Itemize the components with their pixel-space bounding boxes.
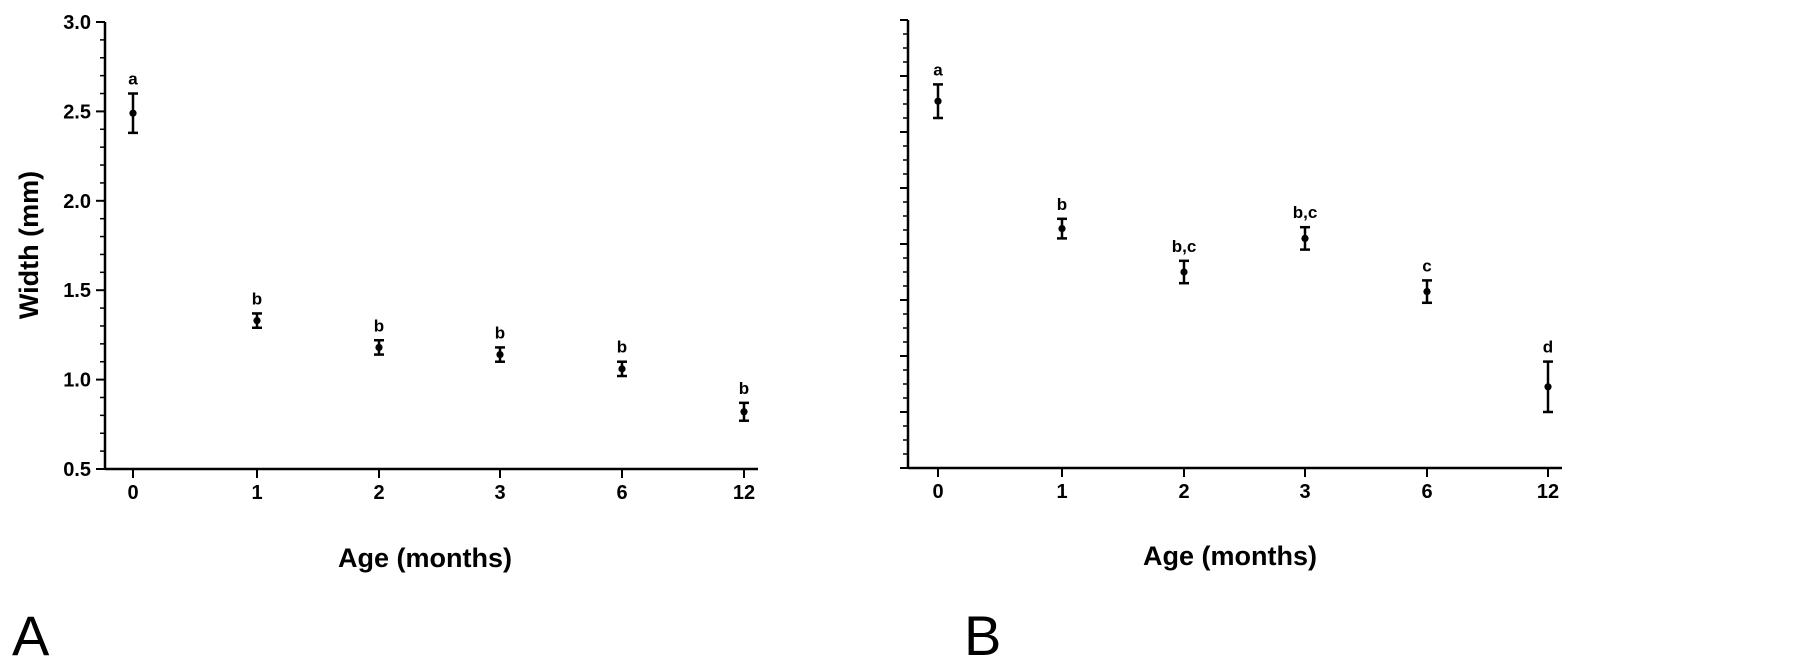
panel-letter-a: A: [12, 604, 50, 667]
x-axis-title: Age (months): [1143, 541, 1317, 571]
panel-a: 0.5 1.0 1.5 2.0 2.5 3.0 0 1 2 3 6 12 a b b b b b Width (mm…: [12, 12, 758, 667]
significance-label: b: [374, 316, 384, 335]
significance-label: b,c: [1293, 203, 1318, 222]
x-tick-label: 0: [932, 481, 943, 503]
data-point: b: [739, 379, 749, 422]
y-tick-label: 2.5: [63, 101, 91, 123]
significance-label: b: [1057, 195, 1067, 214]
data-marker: [129, 109, 137, 117]
x-tick-label: 6: [616, 482, 627, 504]
significance-label: b: [739, 379, 749, 398]
significance-label: a: [933, 60, 943, 79]
data-point: b,c: [1172, 237, 1197, 285]
y-tick-label: 3.0: [63, 12, 91, 34]
y-tick-label: 2.0: [63, 191, 91, 213]
data-marker: [740, 408, 748, 416]
data-point: c: [1422, 256, 1432, 305]
significance-label: b: [495, 323, 505, 342]
data-point: a: [933, 60, 943, 120]
significance-label: b,c: [1172, 237, 1197, 256]
data-point: b: [617, 338, 627, 378]
x-tick-label: 3: [494, 482, 505, 504]
significance-label: a: [128, 70, 138, 89]
data-marker: [375, 343, 383, 352]
significance-label: c: [1422, 256, 1431, 275]
data-marker: [1423, 288, 1431, 296]
x-tick-label: 2: [373, 482, 384, 504]
significance-label: b: [252, 289, 262, 308]
x-tick-label: 12: [1537, 481, 1559, 503]
y-tick-label: 1.0: [63, 370, 91, 392]
data-marker: [1544, 383, 1552, 391]
x-axis-title: Age (months): [338, 543, 512, 573]
x-tick-label: 1: [251, 482, 262, 504]
data-marker: [934, 97, 942, 105]
significance-label: d: [1543, 338, 1553, 357]
y-tick-label: 0.5: [63, 459, 91, 481]
data-point: b,c: [1293, 203, 1318, 251]
x-tick-label: 2: [1178, 481, 1189, 503]
panel-letter-b: B: [964, 604, 1002, 667]
x-tick-label: 6: [1421, 481, 1432, 503]
data-marker: [496, 350, 504, 359]
data-point: b: [1057, 195, 1067, 240]
x-tick-label: 3: [1299, 481, 1310, 503]
data-point: b: [374, 316, 384, 356]
data-marker: [253, 316, 261, 325]
y-tick-label: 1.5: [63, 280, 91, 302]
data-point: b: [495, 323, 505, 363]
data-marker: [1058, 225, 1066, 233]
data-point: d: [1543, 338, 1553, 414]
x-tick-label: 12: [733, 482, 755, 504]
data-marker: [618, 365, 626, 373]
panel-b: 0.20.40.60.81.01.21.41.61.80123612abb,cb…: [900, 0, 1800, 668]
y-axis-title: Width (mm): [14, 171, 44, 319]
data-point: b: [252, 289, 262, 329]
chart-b-plot: 0.20.40.60.81.01.21.41.61.80123612abb,cb…: [900, 19, 1562, 571]
data-marker: [1180, 268, 1188, 276]
x-tick-label: 0: [127, 482, 138, 504]
significance-label: b: [617, 338, 627, 357]
x-tick-label: 1: [1056, 481, 1067, 503]
data-marker: [1301, 234, 1309, 242]
data-point: a: [128, 70, 138, 135]
